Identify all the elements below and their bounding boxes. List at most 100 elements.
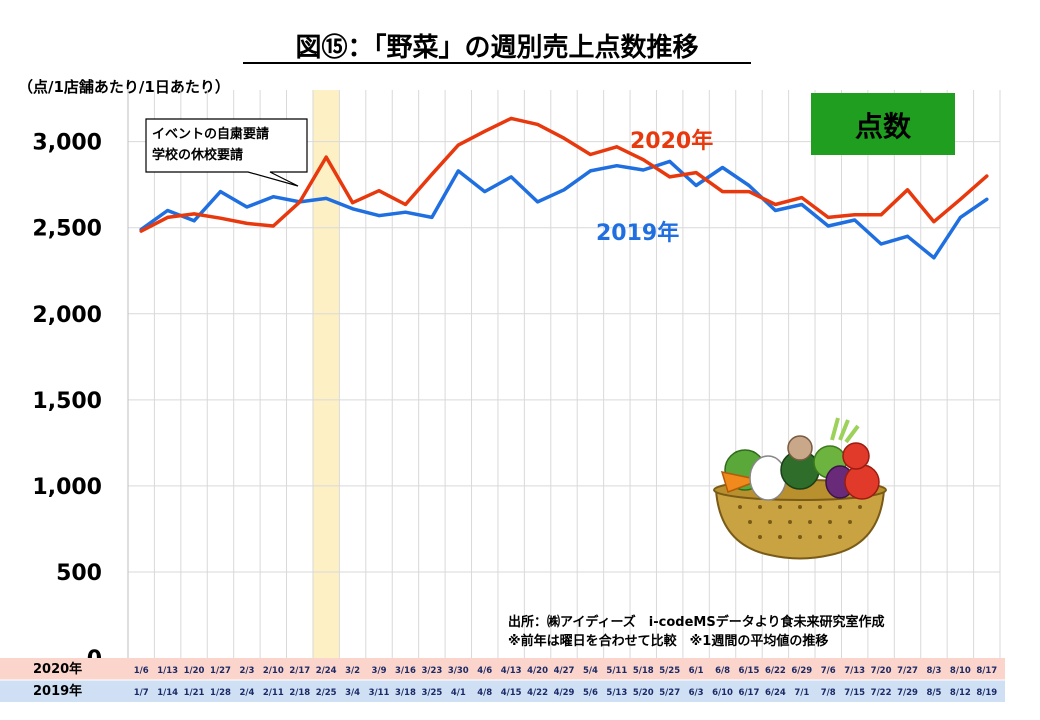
y-tick-label: 3,000 <box>32 131 102 156</box>
x-tick-label-2019: 3/4 <box>345 688 360 698</box>
data-point-2019 <box>351 207 355 211</box>
x-tick-label-2019: 4/1 <box>451 688 466 698</box>
basket-weave <box>738 505 862 539</box>
data-point-2019 <box>324 196 328 200</box>
data-point-2020 <box>615 145 619 149</box>
data-point-2019 <box>588 169 592 173</box>
callout-bubble: イベントの自粛要請 学校の休校要請 <box>145 118 308 187</box>
x-tick-label-2019: 5/13 <box>606 688 627 698</box>
tomato <box>844 464 880 500</box>
data-point-2020 <box>298 200 302 204</box>
x-tick-label-2020: 3/30 <box>448 666 469 676</box>
data-point-2020 <box>932 220 936 224</box>
x-tick-label-2019: 3/18 <box>395 688 416 698</box>
source-note-2: ※前年は曜日を合わせて比較 ※1週間の平均値の推移 <box>508 633 828 649</box>
x-tick-label-2019: 7/8 <box>821 688 836 698</box>
data-point-2020 <box>985 174 989 178</box>
data-point-2019 <box>166 208 170 212</box>
x-tick-label-2019: 3/11 <box>369 688 390 698</box>
data-point-2019 <box>430 215 434 219</box>
data-point-2020 <box>483 129 487 133</box>
row-2020-background <box>0 658 1005 680</box>
x-tick-label-2019: 1/14 <box>157 688 178 698</box>
x-tick-label-2020: 4/13 <box>501 666 522 676</box>
x-tick-label-2020: 5/4 <box>583 666 598 676</box>
radish <box>749 455 787 501</box>
x-tick-label-2019: 7/15 <box>844 688 865 698</box>
data-point-2019 <box>747 184 751 188</box>
x-tick-label-2020: 1/13 <box>157 666 178 676</box>
data-point-2020 <box>668 175 672 179</box>
data-point-2019 <box>879 242 883 246</box>
x-tick-label-2020: 8/17 <box>976 666 997 676</box>
data-point-2020 <box>271 224 275 228</box>
row-label-2020: 2020年 <box>33 661 82 677</box>
x-tick-label-2020: 3/23 <box>421 666 442 676</box>
x-tick-label-2019: 4/22 <box>527 688 548 698</box>
x-tick-label-2020: 3/9 <box>372 666 387 676</box>
x-tick-label-2019: 1/28 <box>210 688 231 698</box>
x-tick-label-2019: 3/25 <box>421 688 442 698</box>
x-tick-label-2020: 1/20 <box>184 666 205 676</box>
data-point-2019 <box>483 190 487 194</box>
data-point-2019 <box>218 190 222 194</box>
x-tick-label-2019: 6/17 <box>739 688 760 698</box>
data-point-2019 <box>668 159 672 163</box>
x-tick-label-2019: 5/27 <box>659 688 680 698</box>
series-label-2020: 2020年 <box>630 128 713 154</box>
data-point-2020 <box>456 143 460 147</box>
x-tick-label-2020: 4/27 <box>554 666 575 676</box>
x-tick-label-2019: 1/21 <box>184 688 205 698</box>
onion <box>787 435 813 461</box>
data-point-2019 <box>615 164 619 168</box>
x-tick-label-2020: 1/27 <box>210 666 231 676</box>
data-point-2019 <box>245 205 249 209</box>
x-tick-label-2019: 4/8 <box>477 688 492 698</box>
x-tick-label-2020: 6/1 <box>689 666 704 676</box>
data-point-2020 <box>377 189 381 193</box>
chart-title: 図⑮：「野菜」の週別売上点数推移 <box>295 32 698 63</box>
y-tick-label: 500 <box>56 561 102 586</box>
x-tick-label-2020: 5/11 <box>606 666 627 676</box>
data-point-2020 <box>192 212 196 216</box>
data-point-2020 <box>324 155 328 159</box>
x-tick-label-2019: 2/18 <box>289 688 310 698</box>
data-point-2020 <box>588 153 592 157</box>
x-tick-label-2020: 1/6 <box>134 666 149 676</box>
badge-label: 点数 <box>855 110 912 143</box>
data-point-2020 <box>773 202 777 206</box>
data-point-2020 <box>879 213 883 217</box>
vegetable-basket-illustration <box>713 417 887 560</box>
x-tick-label-2020: 4/6 <box>477 666 492 676</box>
x-tick-label-2019: 2/4 <box>239 688 254 698</box>
x-tick-label-2020: 2/10 <box>263 666 284 676</box>
callout-shape <box>145 118 308 187</box>
data-point-2020 <box>694 171 698 175</box>
x-tick-label-2019: 8/5 <box>926 688 941 698</box>
data-point-2020 <box>958 197 962 201</box>
x-tick-label-2020: 6/15 <box>739 666 760 676</box>
y-tick-label: 2,000 <box>32 303 102 328</box>
data-point-2020 <box>166 215 170 219</box>
x-tick-label-2020: 8/10 <box>950 666 971 676</box>
x-tick-label-2020: 7/27 <box>897 666 918 676</box>
data-point-2019 <box>192 219 196 223</box>
y-tick-label: 2,500 <box>32 217 102 242</box>
data-point-2020 <box>218 216 222 220</box>
x-tick-label-2019: 5/20 <box>633 688 654 698</box>
x-tick-label-2019: 7/29 <box>897 688 918 698</box>
x-tick-label-2020: 6/22 <box>765 666 786 676</box>
data-point-2019 <box>403 210 407 214</box>
tomato-small <box>842 442 870 470</box>
row-label-2019: 2019年 <box>33 683 82 699</box>
x-tick-label-2019: 7/22 <box>871 688 892 698</box>
x-tick-label-2020: 4/20 <box>527 666 548 676</box>
asparagus <box>830 417 860 444</box>
data-point-2019 <box>826 224 830 228</box>
data-point-2020 <box>430 172 434 176</box>
x-tick-label-2020: 2/24 <box>316 666 337 676</box>
data-point-2019 <box>958 215 962 219</box>
data-point-2019 <box>985 197 989 201</box>
x-tick-label-2020: 3/2 <box>345 666 360 676</box>
